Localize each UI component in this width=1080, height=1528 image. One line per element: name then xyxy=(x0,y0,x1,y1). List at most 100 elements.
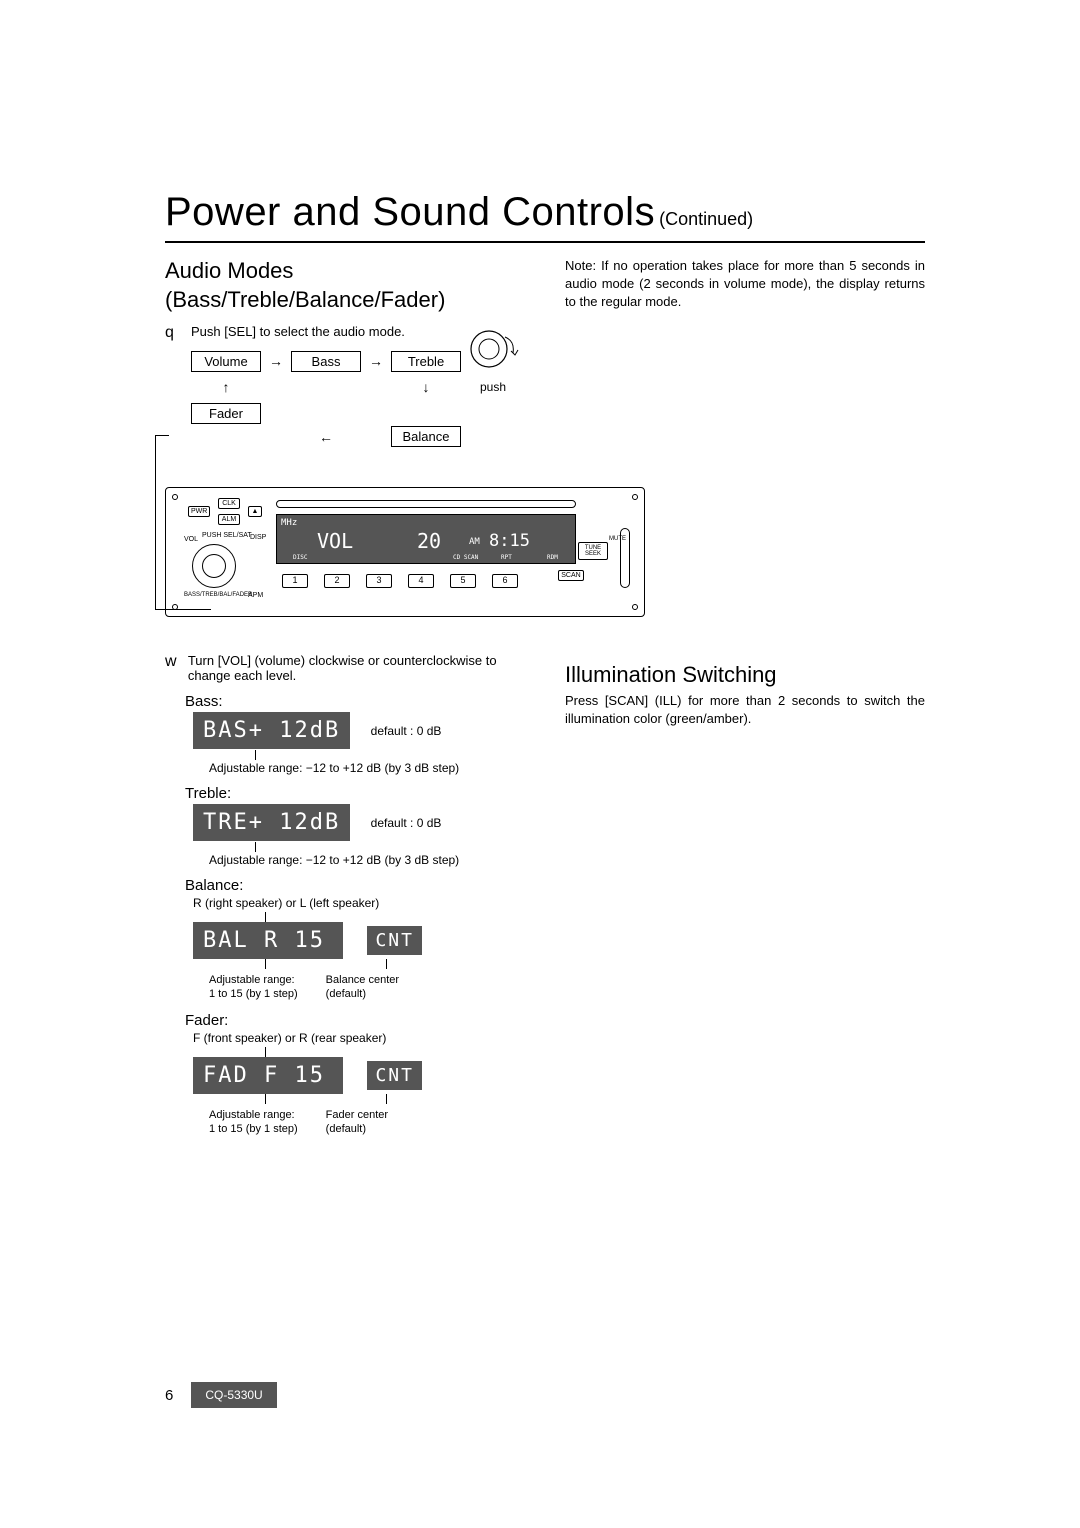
illumination-heading: Illumination Switching xyxy=(565,662,925,688)
treble-heading: Treble: xyxy=(185,785,535,802)
page-footer: 6 CQ-5330U xyxy=(165,1382,277,1408)
fader-range: Adjustable range: 1 to 15 (by 1 step) xyxy=(209,1108,298,1137)
preset-6: 6 xyxy=(492,574,518,588)
rdm-lab: RDM xyxy=(547,554,558,561)
arrow-left-icon: ← xyxy=(319,429,333,445)
tick-mark xyxy=(265,1047,266,1057)
step-2-mark: w xyxy=(165,653,180,683)
balance-default: Balance center (default) xyxy=(326,973,399,1002)
fader-note: F (front speaker) or R (rear speaker) xyxy=(193,1031,535,1045)
disc-lab: DISC xyxy=(293,554,307,561)
treble-range: Adjustable range: −12 to +12 dB (by 3 dB… xyxy=(209,853,535,867)
vol-knob xyxy=(192,544,236,588)
note-block: Note: If no operation takes place for mo… xyxy=(565,257,925,312)
vol-label: VOL xyxy=(184,536,198,543)
push-label: push xyxy=(465,380,521,394)
preset-1: 1 xyxy=(282,574,308,588)
tick-mark xyxy=(265,1094,266,1104)
disp-label: DISP xyxy=(250,534,266,541)
flow-fader: Fader xyxy=(191,403,261,424)
lcd-value: 20 xyxy=(417,529,441,553)
illumination-text: Press [SCAN] (ILL) for more than 2 secon… xyxy=(565,692,925,728)
apm-label: APM xyxy=(248,592,263,599)
screw-icon xyxy=(632,494,638,500)
arrow-right-icon: → xyxy=(269,353,283,369)
lcd-time: 8:15 xyxy=(489,531,530,551)
leader-line xyxy=(155,609,211,610)
levels-section: w Turn [VOL] (volume) clockwise or count… xyxy=(165,653,535,1136)
step-1-mark: q xyxy=(165,324,183,342)
leader-line xyxy=(155,435,169,436)
lcd-mhz: MHz xyxy=(281,518,297,528)
scan-button: SCAN xyxy=(558,570,584,581)
arrow-up-icon: ↑ xyxy=(223,379,230,395)
arrow-down-icon: ↓ xyxy=(423,379,430,395)
balance-range-row: Adjustable range: 1 to 15 (by 1 step) Ba… xyxy=(209,973,535,1002)
clk-button: CLK xyxy=(218,498,240,509)
preset-5: 5 xyxy=(450,574,476,588)
right-strip xyxy=(620,528,630,588)
radio-face-diagram: PWR CLK ALM ▲ VOL PUSH SEL/SAT DISP BASS… xyxy=(165,487,645,617)
treble-lcd: TRE+ 12dB xyxy=(193,804,350,841)
lcd-am: AM xyxy=(469,537,480,547)
page-title-wrap: Power and Sound Controls(Continued) xyxy=(165,190,925,243)
left-column: Audio Modes (Bass/Treble/Balance/Fader) … xyxy=(165,257,535,1146)
balance-note: R (right speaker) or L (left speaker) xyxy=(193,896,535,910)
pwr-button: PWR xyxy=(188,506,210,517)
flow-volume: Volume xyxy=(191,351,261,372)
screw-icon xyxy=(632,604,638,610)
flow-balance: Balance xyxy=(391,426,461,447)
tick-mark xyxy=(386,959,387,969)
alm-button: ALM xyxy=(218,514,240,525)
eject-button: ▲ xyxy=(248,506,262,517)
screw-icon xyxy=(172,494,178,500)
balance-lcd: BAL R 15 xyxy=(193,922,343,959)
bass-lcd: BAS+ 12dB xyxy=(193,712,350,749)
rpt-lab: RPT xyxy=(501,554,512,561)
flow-bass: Bass xyxy=(291,351,361,372)
tick-mark xyxy=(255,842,256,852)
bass-treb-label: BASS/TREB/BAL/FADER xyxy=(184,592,252,598)
page-title: Power and Sound Controls xyxy=(165,190,655,234)
treble-default: default : 0 dB xyxy=(371,816,442,830)
balance-cnt-lcd: CNT xyxy=(367,926,422,955)
preset-2: 2 xyxy=(324,574,350,588)
note-label: Note: xyxy=(565,258,596,273)
preset-3: 3 xyxy=(366,574,392,588)
fader-lcd: FAD F 15 xyxy=(193,1057,343,1094)
cdscan-lab: CD SCAN xyxy=(453,554,478,561)
radio-lcd: MHz VOL 20 AM 8:15 DISC CD SCAN RPT RDM xyxy=(276,514,576,564)
flow-treble: Treble xyxy=(391,351,461,372)
bass-range: Adjustable range: −12 to +12 dB (by 3 dB… xyxy=(209,761,535,775)
cd-slot xyxy=(276,500,576,508)
balance-heading: Balance: xyxy=(185,877,535,894)
note-text: If no operation takes place for more tha… xyxy=(565,258,925,309)
right-column: Note: If no operation takes place for mo… xyxy=(565,257,925,1146)
leader-line xyxy=(155,435,156,610)
audio-modes-heading: Audio Modes (Bass/Treble/Balance/Fader) xyxy=(165,257,535,314)
step-2-text: Turn [VOL] (volume) clockwise or counter… xyxy=(188,653,535,683)
tick-mark xyxy=(265,959,266,969)
lcd-vol: VOL xyxy=(317,529,353,553)
page-number: 6 xyxy=(165,1387,173,1404)
vol-knob-inner xyxy=(202,554,226,578)
bass-default: default : 0 dB xyxy=(371,724,442,738)
tick-mark xyxy=(265,912,266,922)
fader-heading: Fader: xyxy=(185,1012,535,1029)
fader-default: Fader center (default) xyxy=(326,1108,388,1137)
model-badge: CQ-5330U xyxy=(191,1382,276,1408)
selsat-label: PUSH SEL/SAT xyxy=(202,532,252,539)
fader-range-row: Adjustable range: 1 to 15 (by 1 step) Fa… xyxy=(209,1108,535,1137)
fader-cnt-lcd: CNT xyxy=(367,1061,422,1090)
step-1-text: Push [SEL] to select the audio mode. xyxy=(191,324,405,342)
step-2: w Turn [VOL] (volume) clockwise or count… xyxy=(165,653,535,683)
bass-heading: Bass: xyxy=(185,693,535,710)
balance-range: Adjustable range: 1 to 15 (by 1 step) xyxy=(209,973,298,1002)
sel-knob-illustration: push xyxy=(465,327,521,394)
arrow-right-icon: → xyxy=(369,353,383,369)
preset-4: 4 xyxy=(408,574,434,588)
tune-seek-button: TUNE SEEK xyxy=(578,542,608,560)
tick-mark xyxy=(255,750,256,760)
page-title-continued: (Continued) xyxy=(659,209,753,229)
tick-mark xyxy=(386,1094,387,1104)
